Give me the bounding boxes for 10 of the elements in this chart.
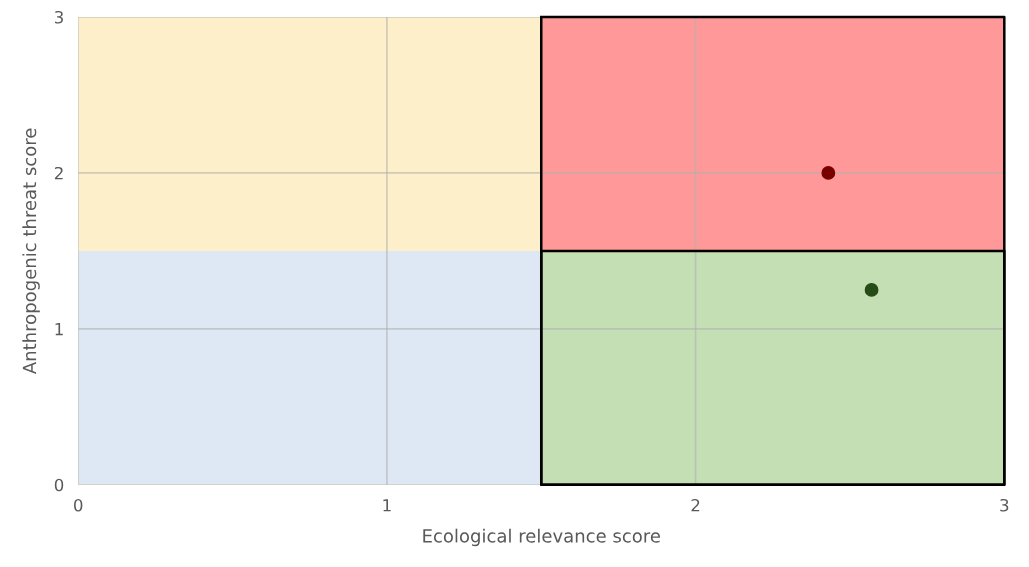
- y-tick-label: 3: [54, 10, 63, 24]
- y-axis-title: Anthropogenic threat score: [22, 128, 40, 375]
- y-tick-label: 1: [55, 323, 63, 336]
- x-tick-label: 2: [691, 498, 700, 512]
- y-tick-label: 0: [54, 478, 64, 492]
- x-tick-label: 3: [1000, 498, 1009, 512]
- y-tick-label: 2: [54, 166, 63, 180]
- x-tick-label: 1: [383, 499, 391, 512]
- x-tick-label: 0: [74, 498, 83, 512]
- x-axis-title: Ecological relevance score: [423, 528, 660, 547]
